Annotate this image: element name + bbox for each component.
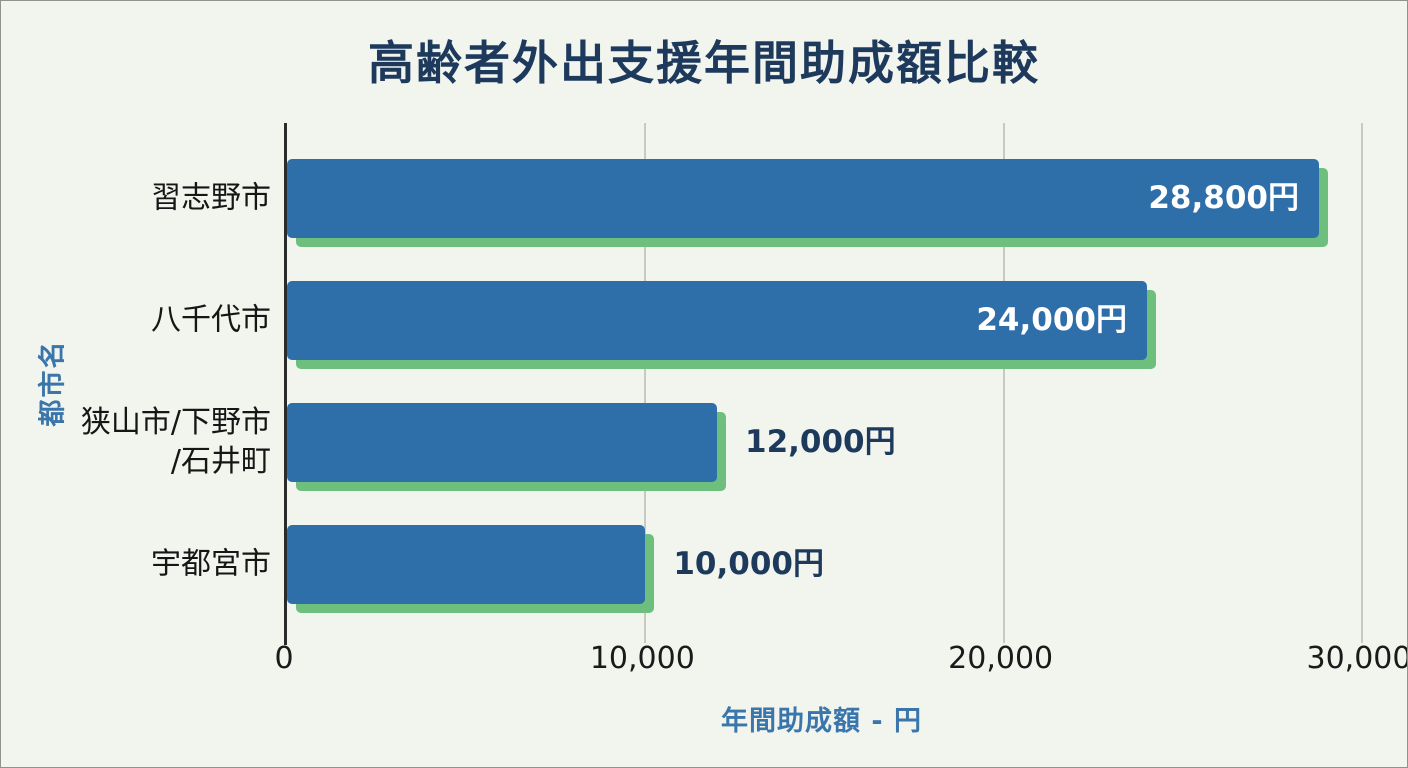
- bar: [287, 280, 1147, 360]
- bar: [287, 524, 646, 604]
- chart-title: 高齢者外出支援年間助成額比較: [368, 36, 1040, 90]
- bar: [287, 158, 1319, 238]
- gridline: [1361, 123, 1363, 643]
- value-label: 28,800円: [1148, 179, 1299, 216]
- gridline: [1002, 123, 1005, 643]
- value-label: 24,000円: [976, 301, 1127, 338]
- gridline: [644, 123, 647, 643]
- x-tick-label: 10,000: [589, 641, 695, 676]
- x-tick-label: 30,000: [1306, 641, 1408, 676]
- bar: [287, 402, 717, 482]
- category-label: 狭山市/下野市 /石井町: [80, 405, 271, 479]
- x-axis-ticks: 0 10,000 20,000 30,000: [274, 641, 1407, 681]
- zero-tick-mark: [284, 631, 287, 645]
- category-label: 習志野市: [151, 180, 271, 216]
- value-label: 12,000円: [745, 423, 896, 460]
- category-label: 宇都宮市: [151, 546, 271, 582]
- category-label: 八千代市: [151, 302, 271, 338]
- plot-area: 28,800円 24,000円 12,000円 10,000円: [284, 123, 1363, 645]
- x-tick-label: 0: [274, 641, 294, 676]
- x-tick-label: 20,000: [948, 641, 1054, 676]
- value-label: 10,000円: [673, 545, 824, 582]
- x-axis-label: 年間助成額 - 円: [720, 706, 922, 737]
